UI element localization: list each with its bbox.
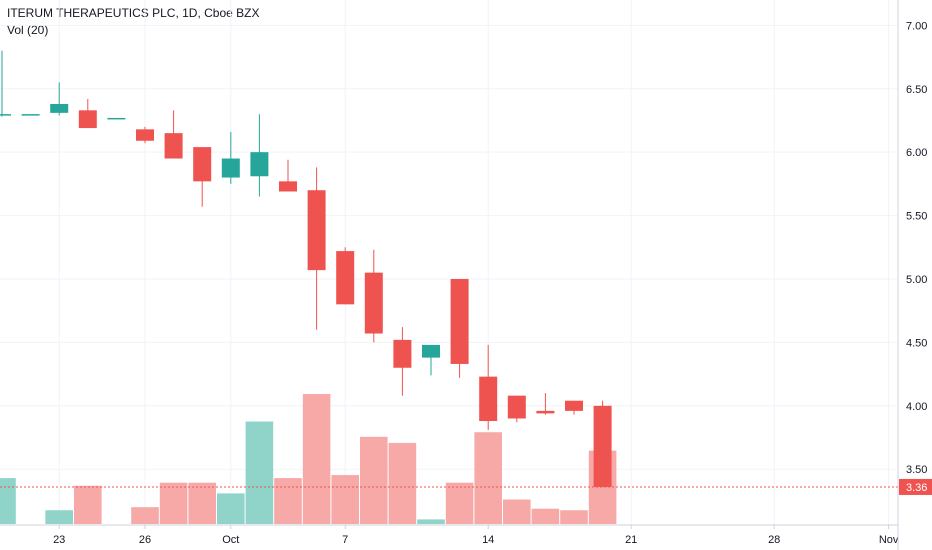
x-tick-label: 7 [342, 534, 348, 546]
volume-bar [188, 482, 216, 524]
chart-title: ITERUM THERAPEUTICS PLC, 1D, Cboe BZX [7, 6, 260, 20]
candle-body [221, 158, 240, 178]
candle-body [565, 400, 583, 411]
volume-bar [45, 510, 73, 524]
volume-bar [474, 432, 502, 524]
y-tick-label: 6.00 [906, 147, 927, 159]
candle [279, 159, 297, 192]
volume-bar [74, 485, 102, 524]
candle-body [307, 190, 326, 271]
candle-body [393, 339, 412, 368]
volume-bar [503, 499, 531, 524]
candle-body [78, 110, 97, 129]
x-tick-label: 23 [53, 534, 65, 546]
last-price-label: 3.36 [906, 482, 927, 494]
y-tick-label: 4.50 [906, 337, 927, 349]
candle [393, 327, 412, 396]
candle-body [336, 251, 355, 305]
volume-bar [417, 519, 445, 524]
candle [479, 344, 498, 430]
y-tick-label: 7.00 [906, 20, 927, 32]
candle-body [136, 129, 154, 141]
candle-body [107, 117, 126, 120]
candle [0, 50, 11, 117]
candle-body [593, 405, 612, 487]
candle [364, 249, 383, 343]
x-tick-label: Nov [879, 534, 899, 546]
candle [164, 110, 183, 159]
x-tick-label: 21 [625, 534, 637, 546]
last-price-tag [899, 478, 932, 495]
candle [450, 278, 469, 378]
volume-bar [245, 421, 274, 524]
candle [107, 117, 126, 120]
x-tick-label: Oct [222, 534, 239, 546]
candle-body [450, 278, 469, 364]
candle [78, 98, 97, 129]
candle [21, 114, 40, 116]
candle-body [0, 114, 11, 116]
candle [136, 126, 154, 144]
volume-bar [0, 478, 16, 524]
volume-bar [302, 394, 331, 524]
volume-bar [131, 507, 159, 524]
candle-body [21, 114, 40, 116]
candle [565, 400, 583, 415]
volume-bar [217, 493, 245, 524]
candle-body [507, 395, 526, 419]
volume-bar [445, 482, 474, 524]
candle-body [364, 272, 383, 334]
candle [193, 147, 212, 207]
candle [536, 393, 555, 415]
x-tick-label: 28 [768, 534, 780, 546]
last-price-line: 3.36 [0, 478, 932, 495]
volume-bar [159, 482, 188, 524]
x-tick-label: 14 [482, 534, 494, 546]
volume-bar [388, 442, 417, 524]
candle-body [279, 181, 297, 192]
x-tick-label: 26 [139, 534, 151, 546]
volume-bar [560, 510, 588, 524]
volume-legend: Vol (20) [7, 23, 49, 37]
candle [221, 131, 240, 184]
candles [0, 50, 612, 487]
candle-body [250, 152, 269, 177]
candle [336, 247, 355, 305]
candle [307, 167, 326, 330]
y-tick-label: 4.00 [906, 401, 927, 413]
candle [507, 395, 526, 423]
y-tick-label: 5.00 [906, 274, 927, 286]
candle [422, 344, 440, 376]
candle-body [193, 147, 212, 182]
candle [50, 82, 69, 116]
grid [0, 0, 898, 525]
volume-bar [331, 475, 359, 524]
volume-bars [0, 394, 617, 524]
volume-bar [531, 508, 560, 524]
y-tick-label: 6.50 [906, 84, 927, 96]
candle-body [536, 410, 555, 414]
candle-body [164, 133, 183, 159]
candle [250, 114, 269, 197]
candle-body [422, 344, 440, 358]
candle-body [50, 103, 69, 113]
candle [593, 400, 612, 487]
y-tick-label: 5.50 [906, 211, 927, 223]
volume-bar [360, 436, 388, 524]
candle-body [479, 376, 498, 422]
volume-bar [274, 478, 302, 524]
y-tick-label: 3.50 [906, 464, 927, 476]
